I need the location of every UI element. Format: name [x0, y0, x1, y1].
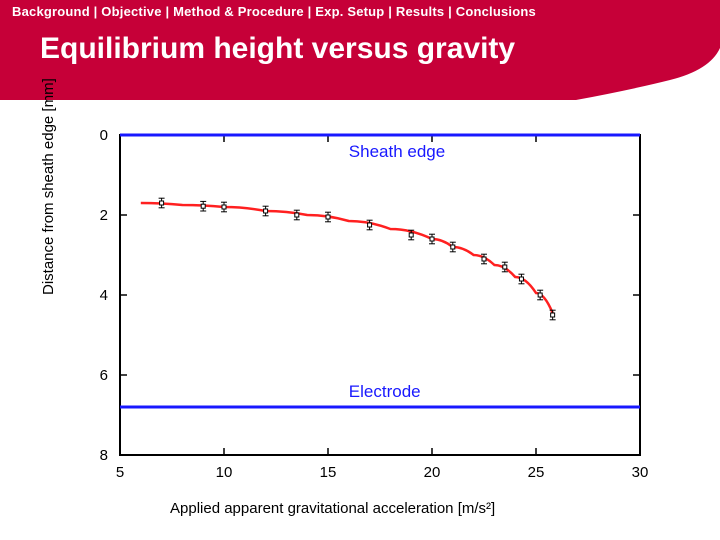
reference-label: Sheath edge: [349, 142, 445, 161]
y-tick-label: 2: [100, 207, 108, 224]
data-marker: [538, 293, 542, 297]
reference-label: Electrode: [349, 382, 421, 401]
data-marker: [160, 201, 164, 205]
data-marker: [451, 245, 455, 249]
data-marker: [551, 313, 555, 317]
data-marker: [368, 223, 372, 227]
page-title: Equilibrium height versus gravity: [40, 32, 515, 66]
y-axis-label: Distance from sheath edge [mm]: [40, 78, 57, 295]
x-axis-label: Applied apparent gravitational accelerat…: [170, 500, 495, 517]
y-tick-label: 4: [100, 287, 108, 304]
breadcrumb: Background | Objective | Method & Proced…: [12, 4, 536, 19]
chart-container: Distance from sheath edge [mm] 510152025…: [50, 115, 670, 515]
data-marker: [482, 257, 486, 261]
data-marker: [503, 265, 507, 269]
data-marker: [295, 213, 299, 217]
x-tick-label: 25: [528, 464, 545, 481]
data-marker: [264, 209, 268, 213]
x-tick-label: 15: [320, 464, 337, 481]
equilibrium-chart: 5 10 15 20 25 30 0 2 4 6 8 Sheath edge Electrode: [50, 115, 670, 495]
y-tick-label: 0: [100, 127, 108, 144]
x-tick-label: 10: [216, 464, 233, 481]
data-marker: [326, 215, 330, 219]
data-marker: [222, 205, 226, 209]
data-marker: [430, 237, 434, 241]
fit-curve: [141, 203, 553, 313]
data-marker: [519, 277, 523, 281]
x-tick-label: 5: [116, 464, 124, 481]
x-tick-label: 30: [632, 464, 649, 481]
slide-header: Background | Objective | Method & Proced…: [0, 0, 720, 100]
breadcrumb-text: Background | Objective | Method & Proced…: [12, 4, 536, 19]
y-tick-label: 8: [100, 447, 108, 464]
data-marker: [409, 233, 413, 237]
x-tick-label: 20: [424, 464, 441, 481]
data-marker: [201, 204, 205, 208]
y-tick-label: 6: [100, 367, 108, 384]
